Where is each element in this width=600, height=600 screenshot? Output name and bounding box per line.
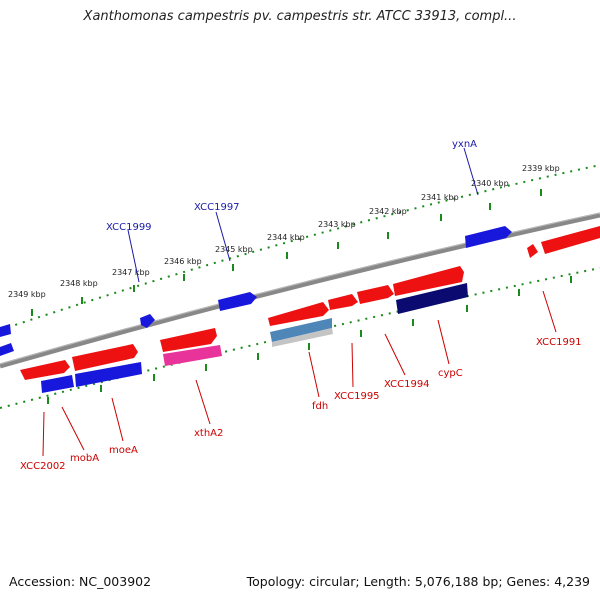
gene-arrow-forward [20,360,70,380]
outer-major-ticks [31,189,542,316]
gene-arrow-moea [75,362,142,387]
gene-arrow-forward [527,244,538,258]
gene-label-xcc1994: XCC1994 [384,379,430,390]
kbp-label: 2345 kbp [215,245,253,254]
gene-arrow-steel [270,318,332,342]
kbp-label: 2340 kbp [471,179,509,188]
kbp-label: 2344 kbp [267,233,305,242]
topology-text: Topology: circular; Length: 5,076,188 bp… [246,574,590,589]
gene-arrow-cypc [393,266,464,296]
gene-label-moea: moeA [109,445,138,456]
gene-arrow-reverse [0,343,14,356]
gene-arrow-yxna [465,226,512,248]
gene-arrow-xcc1991 [541,226,600,254]
map-title: Xanthomonas campestris pv. campestris st… [83,9,517,24]
gene-label-xcc1999: XCC1999 [106,222,152,233]
kbp-label: 2348 kbp [60,279,98,288]
gene-arrow-moba [41,375,74,393]
gene-arrow-reverse [0,324,11,337]
gene-arrow-dark [396,283,468,314]
genome-backbone [0,212,600,369]
gene-arrow-reverse [140,314,155,328]
gene-arrow-xtha2 [163,345,222,366]
gene-label-fdh: fdh [312,401,328,412]
gene-arrow-forward [357,285,394,304]
gene-label-moba: mobA [70,453,99,464]
gene-arrow-grey [272,328,333,347]
gene-arrow-xcc1997 [218,292,257,311]
gene-label-yxna: yxnA [452,139,477,150]
kbp-label: 2341 kbp [421,193,459,202]
accession-text: Accession: NC_003902 [9,574,152,589]
inner-major-ticks [47,276,572,404]
kbp-label: 2347 kbp [112,268,150,277]
kbp-label: 2343 kbp [318,220,356,229]
outer-tick-track [0,164,600,331]
gene-label-cypc: cypC [438,368,463,379]
genome-backbone-highlight [0,212,600,365]
gene-arrow-forward [268,302,329,326]
gene-label-xtha2: xthA2 [194,428,223,439]
kbp-label: 2349 kbp [8,290,46,299]
gene-arrow-forward [72,344,138,371]
label-leader-lines [42,147,557,457]
gene-label-xcc1991: XCC1991 [536,337,582,348]
kbp-label: 2346 kbp [164,257,202,266]
gene-label-xcc1995: XCC1995 [334,391,380,402]
gene-arrow-forward [160,328,217,352]
gene-label-xcc2002: XCC2002 [20,461,66,472]
kbp-label: 2342 kbp [369,207,407,216]
kbp-label: 2339 kbp [522,164,560,173]
gene-arrow-forward [328,294,358,310]
gene-label-xcc1997: XCC1997 [194,202,240,213]
